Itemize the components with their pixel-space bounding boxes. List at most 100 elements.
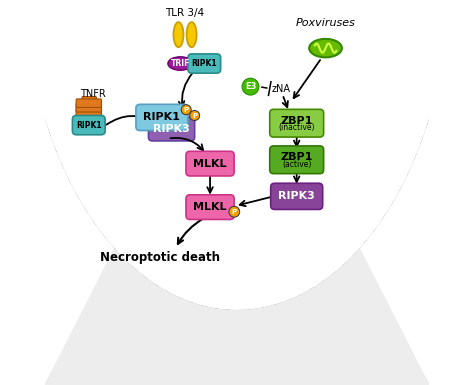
- Polygon shape: [411, 75, 438, 92]
- Polygon shape: [112, 224, 131, 250]
- Polygon shape: [407, 92, 434, 110]
- Polygon shape: [24, 0, 52, 7]
- Polygon shape: [347, 218, 367, 244]
- Polygon shape: [84, 189, 107, 213]
- Polygon shape: [201, 278, 210, 306]
- Polygon shape: [48, 116, 74, 136]
- Polygon shape: [226, 283, 231, 310]
- Polygon shape: [269, 277, 279, 305]
- Polygon shape: [45, 0, 429, 385]
- Polygon shape: [55, 132, 80, 152]
- Text: (inactive): (inactive): [278, 123, 315, 132]
- FancyBboxPatch shape: [270, 146, 324, 174]
- Polygon shape: [27, 32, 55, 45]
- Polygon shape: [259, 280, 267, 308]
- Text: E3: E3: [245, 82, 256, 91]
- Polygon shape: [143, 251, 159, 279]
- Polygon shape: [45, 0, 429, 385]
- Polygon shape: [155, 259, 169, 286]
- Polygon shape: [397, 124, 423, 144]
- FancyBboxPatch shape: [136, 104, 188, 131]
- Text: P: P: [232, 209, 237, 215]
- FancyBboxPatch shape: [76, 108, 101, 117]
- Polygon shape: [45, 0, 429, 385]
- Polygon shape: [45, 0, 429, 385]
- Text: RIPK1: RIPK1: [191, 59, 217, 68]
- Polygon shape: [45, 0, 429, 385]
- Polygon shape: [166, 265, 179, 293]
- Ellipse shape: [187, 22, 197, 47]
- Polygon shape: [189, 275, 200, 303]
- Polygon shape: [45, 0, 429, 385]
- Polygon shape: [45, 0, 429, 385]
- Circle shape: [181, 105, 191, 115]
- FancyBboxPatch shape: [148, 117, 195, 141]
- Polygon shape: [68, 162, 92, 184]
- Polygon shape: [45, 0, 429, 385]
- Ellipse shape: [309, 39, 342, 57]
- Text: P: P: [192, 112, 197, 119]
- Polygon shape: [34, 67, 61, 83]
- Polygon shape: [43, 100, 69, 119]
- Text: ZBP1: ZBP1: [281, 152, 313, 162]
- Polygon shape: [177, 271, 189, 298]
- Polygon shape: [290, 268, 302, 296]
- Text: TNFR: TNFR: [80, 89, 106, 99]
- Text: Necroptotic death: Necroptotic death: [100, 251, 220, 264]
- Ellipse shape: [168, 57, 193, 70]
- Polygon shape: [45, 0, 429, 385]
- Polygon shape: [45, 0, 429, 385]
- Polygon shape: [385, 154, 410, 176]
- Polygon shape: [45, 0, 429, 385]
- Text: zNA: zNA: [272, 84, 291, 94]
- Polygon shape: [392, 140, 417, 161]
- Polygon shape: [338, 229, 357, 255]
- Polygon shape: [280, 273, 291, 301]
- Polygon shape: [310, 255, 325, 283]
- Polygon shape: [45, 0, 429, 385]
- Text: Poxviruses: Poxviruses: [296, 18, 356, 28]
- FancyBboxPatch shape: [73, 116, 105, 135]
- Text: RIPK1: RIPK1: [76, 121, 101, 130]
- Circle shape: [190, 110, 200, 121]
- Polygon shape: [402, 109, 428, 127]
- FancyBboxPatch shape: [186, 195, 234, 219]
- Polygon shape: [45, 0, 429, 385]
- Polygon shape: [420, 23, 447, 36]
- Text: TRIF: TRIF: [171, 59, 190, 68]
- FancyBboxPatch shape: [270, 109, 324, 137]
- Text: TLR 3/4: TLR 3/4: [165, 8, 205, 18]
- Polygon shape: [45, 0, 429, 385]
- Polygon shape: [45, 0, 429, 385]
- Polygon shape: [415, 59, 442, 74]
- Polygon shape: [122, 234, 140, 261]
- Polygon shape: [45, 0, 429, 385]
- FancyBboxPatch shape: [186, 151, 234, 176]
- Polygon shape: [248, 282, 255, 309]
- Circle shape: [229, 206, 240, 217]
- FancyBboxPatch shape: [271, 183, 323, 209]
- Polygon shape: [45, 0, 429, 385]
- Polygon shape: [61, 147, 86, 169]
- Polygon shape: [320, 247, 336, 275]
- Text: (active): (active): [282, 160, 311, 169]
- Polygon shape: [132, 243, 149, 270]
- Ellipse shape: [173, 22, 183, 47]
- Polygon shape: [356, 207, 376, 233]
- FancyBboxPatch shape: [82, 97, 97, 119]
- Polygon shape: [45, 0, 429, 385]
- Text: RIPK3: RIPK3: [278, 191, 315, 201]
- Polygon shape: [45, 0, 429, 385]
- FancyBboxPatch shape: [76, 104, 101, 112]
- Polygon shape: [300, 262, 314, 290]
- Polygon shape: [371, 182, 394, 206]
- Polygon shape: [45, 0, 429, 385]
- Text: MLKL: MLKL: [193, 202, 227, 212]
- Polygon shape: [45, 0, 429, 385]
- Polygon shape: [76, 175, 99, 199]
- Text: MLKL: MLKL: [193, 159, 227, 169]
- Polygon shape: [23, 0, 451, 310]
- FancyBboxPatch shape: [76, 99, 101, 107]
- Text: ZBP1: ZBP1: [281, 116, 313, 126]
- Polygon shape: [45, 0, 429, 385]
